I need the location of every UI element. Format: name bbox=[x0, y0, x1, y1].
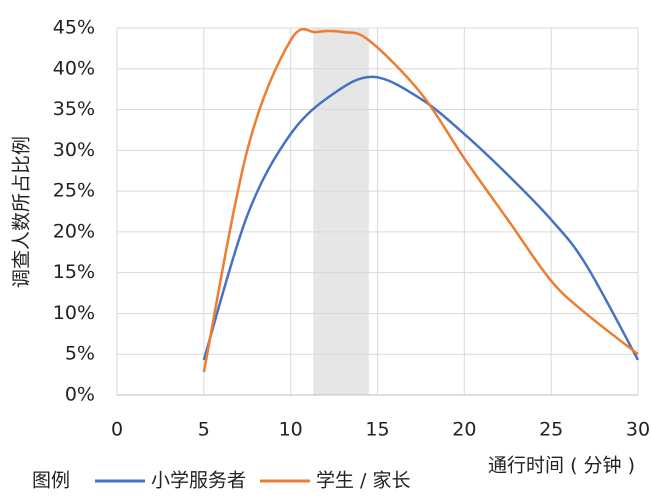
x-tick-label: 15 bbox=[365, 419, 389, 441]
legend-label: 小学服务者 bbox=[151, 470, 246, 492]
y-tick-label: 0% bbox=[65, 384, 95, 406]
x-axis-label: 通行时间 ( 分钟 ) bbox=[488, 455, 635, 477]
y-tick-label: 20% bbox=[53, 220, 95, 242]
y-tick-label: 35% bbox=[53, 98, 95, 120]
y-axis-label: 调查人数所占比例 bbox=[11, 136, 33, 288]
legend-title: 图例 bbox=[32, 470, 70, 492]
highlight-band bbox=[313, 28, 369, 395]
y-tick-label: 25% bbox=[53, 180, 95, 202]
x-tick-label: 20 bbox=[452, 419, 476, 441]
y-tick-label: 10% bbox=[53, 302, 95, 324]
line-series bbox=[202, 75, 640, 361]
x-tick-label: 30 bbox=[626, 419, 650, 441]
legend-label: 学生 / 家长 bbox=[316, 470, 410, 492]
y-tick-label: 15% bbox=[53, 261, 95, 283]
x-tick-label: 25 bbox=[539, 419, 563, 441]
line-series bbox=[202, 28, 639, 373]
x-tick-label: 0 bbox=[111, 419, 123, 441]
y-tick-label: 45% bbox=[53, 17, 95, 39]
y-tick-label: 30% bbox=[53, 139, 95, 161]
y-tick-label: 5% bbox=[65, 343, 95, 365]
x-tick-label: 10 bbox=[279, 419, 303, 441]
y-tick-label: 40% bbox=[53, 57, 95, 79]
x-tick-label: 5 bbox=[198, 419, 210, 441]
